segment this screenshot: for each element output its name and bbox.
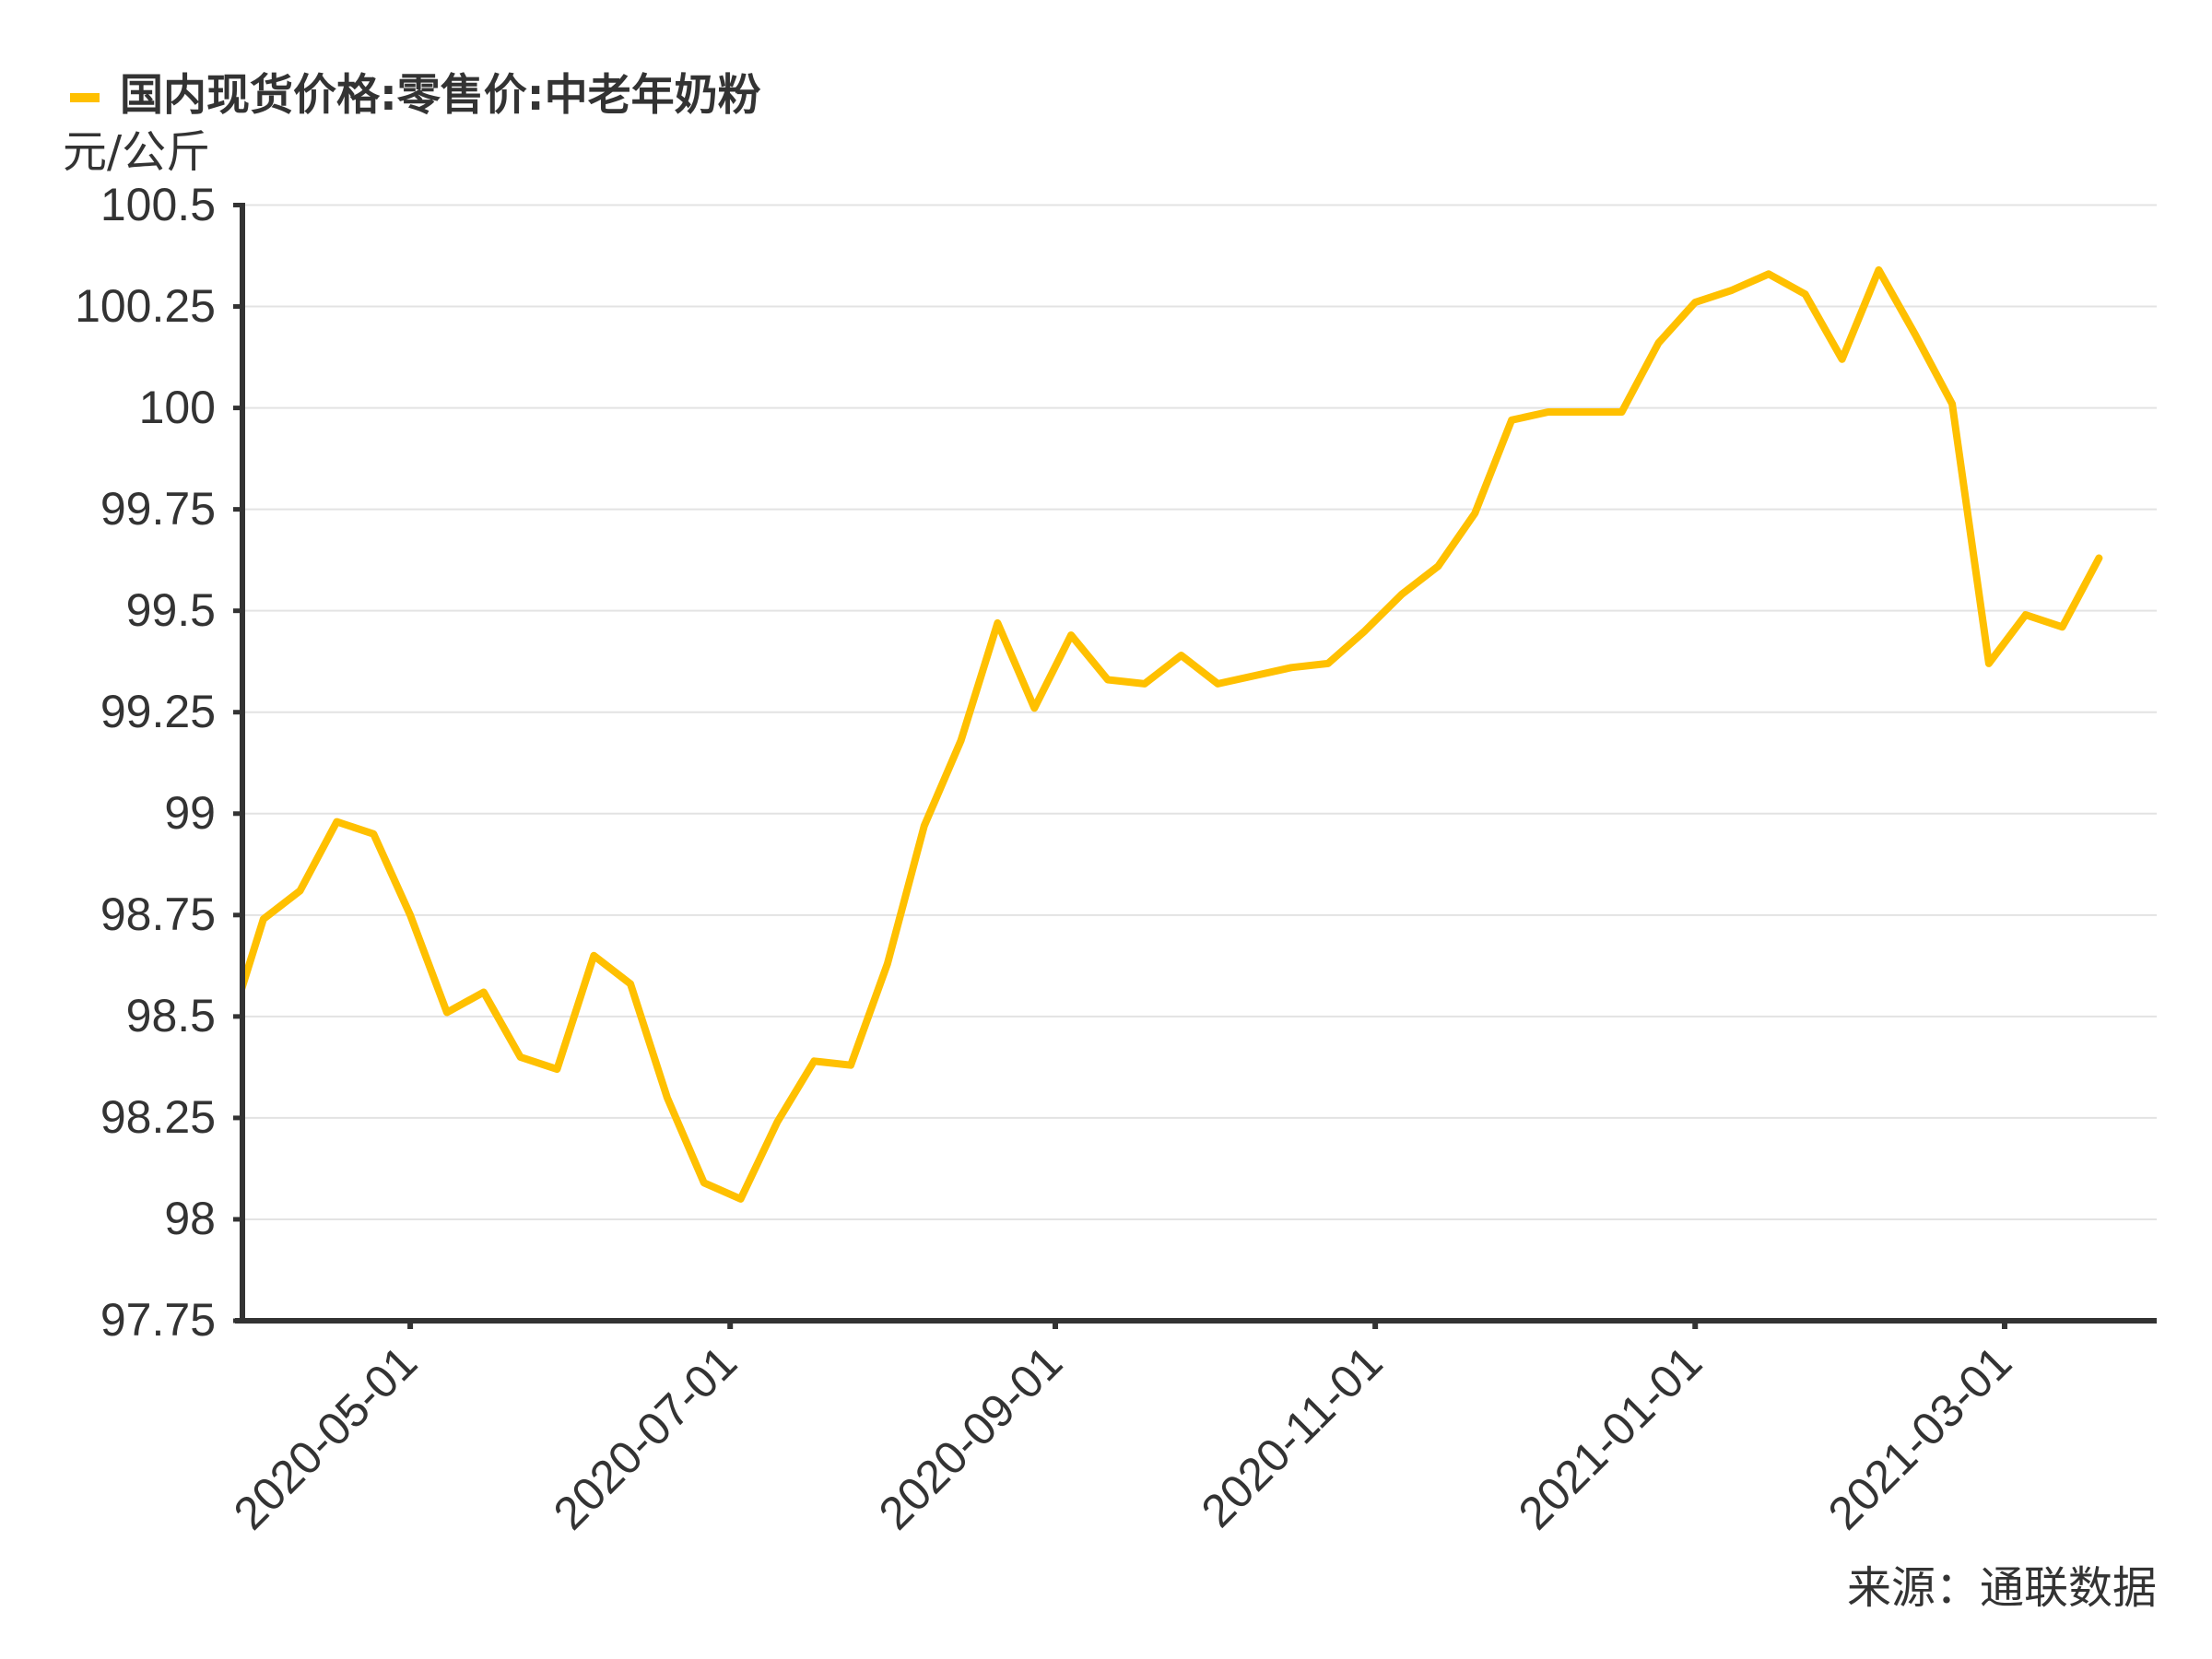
y-tick-mark (233, 1318, 242, 1324)
x-axis-line (235, 1318, 2157, 1324)
y-tick-label: 98.25 (100, 1090, 216, 1143)
legend-label: 国内现货价格:零售价:中老年奶粉 (120, 70, 761, 121)
legend-line-marker-icon (70, 93, 100, 102)
series-line (242, 265, 2103, 1203)
y-tick-mark (233, 203, 242, 207)
y-tick-mark (233, 1217, 242, 1222)
y-axis-unit-label: 元/公斤 (63, 126, 211, 178)
y-tick-label: 98.75 (100, 888, 216, 940)
y-tick-label: 99.25 (100, 685, 216, 737)
x-tick-mark (407, 1324, 414, 1329)
y-tick-mark (233, 1115, 242, 1121)
y-axis-line (240, 203, 245, 1324)
y-tick-mark (233, 1014, 242, 1019)
x-tick-mark (1692, 1324, 1699, 1329)
y-tick-label: 100.5 (100, 178, 216, 230)
y-tick-label: 100 (138, 381, 216, 433)
y-tick-label: 99 (164, 786, 216, 839)
y-tick-label: 98 (164, 1192, 216, 1244)
y-tick-mark (233, 608, 242, 614)
y-tick-label: 99.5 (125, 583, 216, 636)
axes (233, 203, 2157, 1329)
source-note: 来源：通联数据 (1846, 1562, 2157, 1614)
x-tick-mark (2001, 1324, 2007, 1329)
y-tick-mark (233, 406, 242, 411)
y-tick-mark (233, 304, 242, 310)
y-tick-label: 97.75 (100, 1294, 216, 1346)
y-tick-mark (233, 710, 242, 715)
y-tick-label: 98.5 (125, 989, 216, 1041)
y-tick-mark (233, 507, 242, 512)
y-tick-label: 100.25 (75, 279, 216, 332)
y-tick-mark (233, 912, 242, 918)
gridlines (245, 204, 2157, 1322)
y-tick-label: 99.75 (100, 482, 216, 535)
y-tick-mark (233, 811, 242, 817)
x-tick-mark (1372, 1324, 1379, 1329)
x-tick-mark (1053, 1324, 1059, 1329)
x-tick-mark (727, 1324, 734, 1329)
